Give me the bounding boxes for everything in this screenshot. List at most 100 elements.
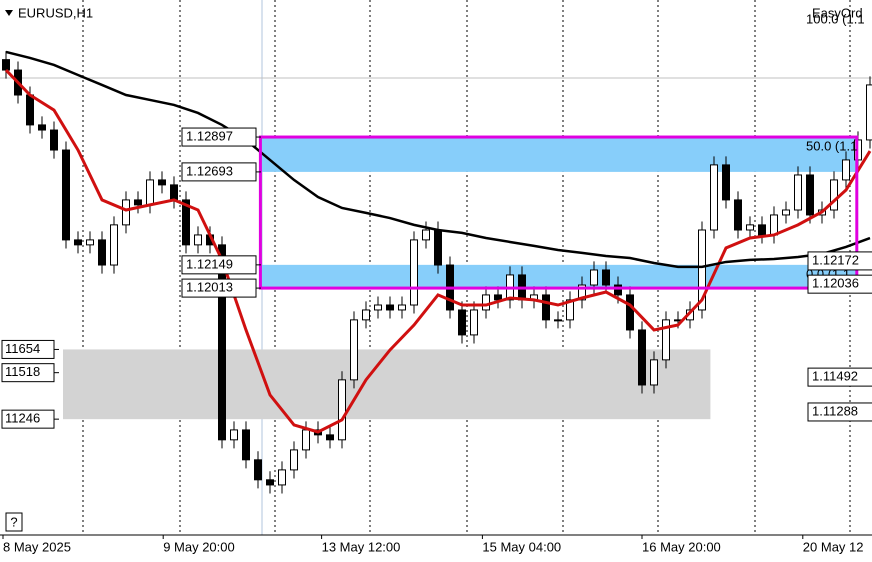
candle-body	[482, 294, 490, 311]
candle-body	[434, 229, 442, 266]
x-tick-label: 13 May 12:00	[322, 539, 401, 554]
zone-price-label: 1.12897	[186, 128, 233, 143]
candle-body	[806, 174, 814, 216]
candle-body	[422, 229, 430, 241]
zones	[63, 137, 857, 420]
candle-body	[218, 244, 226, 441]
indicator-label: EasyOrd	[812, 5, 863, 20]
candle-body	[698, 229, 706, 311]
candle-body	[626, 294, 634, 331]
candle-body	[74, 239, 82, 246]
candle-body	[614, 284, 622, 296]
level-price-label: 11518	[5, 364, 40, 379]
right-price-label: 1.11492	[812, 369, 858, 384]
plot	[2, 50, 872, 494]
candle-body	[350, 319, 358, 381]
fib-label: 50.0 (1.1	[806, 138, 857, 153]
zone-price-box	[181, 255, 257, 275]
candle-body	[62, 149, 70, 241]
right-price-box	[807, 274, 872, 294]
zone-box	[258, 135, 859, 290]
candle-body	[770, 214, 778, 236]
candle-body	[254, 459, 262, 481]
moving-average	[4, 69, 872, 434]
candle-body	[50, 129, 58, 151]
candle-body	[362, 309, 370, 321]
candle-body	[26, 94, 34, 126]
zone-price-box	[181, 278, 257, 298]
x-tick-label: 16 May 20:00	[642, 539, 721, 554]
candle-body	[710, 164, 718, 231]
zone-price-box	[181, 127, 257, 147]
candle-body	[566, 299, 574, 321]
right-price-box	[807, 367, 872, 387]
candle-body	[866, 84, 872, 141]
candle-body	[470, 309, 478, 336]
candle-body	[602, 269, 610, 286]
candle-body	[182, 199, 190, 246]
candle-body	[746, 224, 754, 231]
level-price-box	[1, 339, 55, 359]
candle-body	[86, 239, 94, 246]
zone	[260, 264, 857, 289]
candle-body	[158, 179, 166, 186]
candle-body	[554, 319, 562, 322]
candle-body	[110, 224, 118, 266]
candle-body	[374, 304, 382, 311]
period-separators	[82, 0, 851, 535]
help-button[interactable]	[5, 512, 23, 532]
level-price-label: 11654	[5, 341, 40, 356]
candle-body	[638, 329, 646, 386]
candle-body	[290, 449, 298, 471]
level-price-box	[1, 409, 55, 429]
x-tick-label: 8 May 2025	[3, 539, 71, 554]
candle-body	[38, 124, 46, 131]
candle-body	[578, 284, 586, 301]
zone-price-label: 1.12149	[186, 256, 233, 271]
chart-title: EURUSD,H1	[18, 5, 93, 20]
candle-body	[830, 179, 838, 211]
candle-body	[266, 479, 274, 486]
candle-body	[662, 319, 670, 361]
level-price-box	[1, 363, 55, 383]
right-price-label: 1.11288	[812, 403, 858, 418]
x-tick-label: 20 May 12	[803, 539, 864, 554]
x-tick-label: 9 May 20:00	[163, 539, 235, 554]
candle-body	[146, 179, 154, 206]
candle-body	[758, 224, 766, 236]
zone	[63, 349, 711, 420]
zone	[260, 137, 857, 172]
right-price-label: 1.12036	[812, 276, 859, 291]
zone-price-box	[181, 162, 257, 182]
candle-body	[398, 304, 406, 311]
candle-body	[410, 239, 418, 306]
candle-body	[302, 429, 310, 451]
candle-body	[782, 209, 790, 216]
candle-body	[842, 159, 850, 181]
candle-body	[242, 429, 250, 461]
candle-body	[338, 379, 346, 441]
right-price-box	[807, 402, 872, 422]
candle-body	[386, 304, 394, 311]
candle-body	[494, 294, 502, 301]
candle-body	[2, 59, 10, 71]
labels: 8 May 2025 9 May 20:00 13 May 12:00 15 May …	[1, 11, 872, 554]
candle-body	[458, 309, 466, 336]
candle-body	[230, 429, 238, 441]
moving-average	[5, 50, 871, 269]
candle-body	[542, 294, 550, 321]
symbol-menu[interactable]	[5, 10, 13, 16]
candle-body	[278, 469, 286, 486]
candle-body	[326, 434, 334, 441]
zone-price-label: 1.12693	[186, 163, 233, 178]
help-icon[interactable]: ?	[10, 514, 17, 529]
x-tick-label: 15 May 04:00	[482, 539, 561, 554]
right-price-box	[807, 251, 872, 271]
candle-body	[134, 199, 142, 206]
candle-body	[722, 164, 730, 201]
candle-body	[194, 234, 202, 246]
candle-body	[98, 239, 106, 266]
candle-body	[122, 199, 130, 226]
